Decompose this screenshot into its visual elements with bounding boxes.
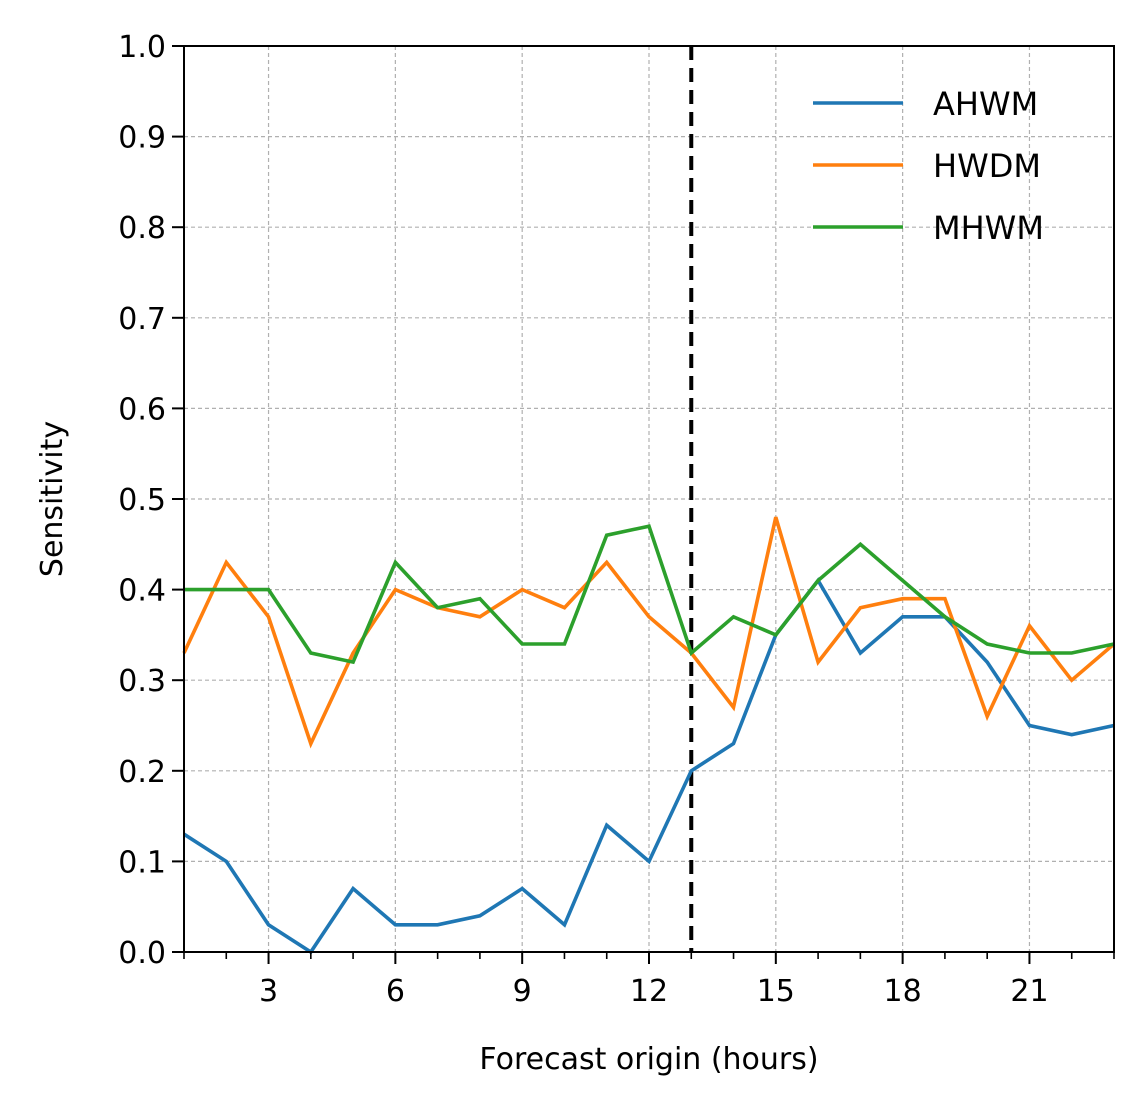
legend-label-ahwm: AHWM — [933, 85, 1038, 123]
x-tick-label: 21 — [1010, 974, 1048, 1009]
series-line-mhwm — [184, 524, 1115, 665]
series-layer — [182, 516, 1116, 955]
y-tick-label: 0.2 — [118, 755, 166, 790]
y-tick-label: 1.0 — [118, 30, 166, 65]
x-tick-label: 12 — [630, 974, 668, 1009]
series-line-ahwm — [183, 577, 1115, 955]
y-axis-label: Sensitivity — [35, 421, 70, 577]
x-axis-label: Forecast origin (hours) — [479, 1042, 818, 1077]
x-tick-label: 3 — [259, 974, 278, 1009]
axis-ticks: 3 6 9 12 15 18 21 0.0 0.1 0.2 0.3 0.4 0.5 0.6 0.7 0.8 0.… — [118, 30, 1115, 1009]
x-tick-label: 15 — [757, 974, 795, 1009]
legend: AHWM HWDM MHWM — [813, 85, 1044, 247]
y-tick-label: 0.8 — [118, 211, 166, 246]
x-tick-label: 9 — [513, 974, 532, 1009]
y-tick-label: 0.9 — [118, 121, 166, 156]
y-tick-label: 0.3 — [118, 664, 166, 699]
x-tick-label: 18 — [884, 974, 922, 1009]
y-tick-label: 0.7 — [118, 302, 166, 337]
series-line-hwdm — [182, 516, 1116, 749]
legend-label-mhwm: MHWM — [933, 209, 1044, 247]
y-tick-label: 0.5 — [118, 483, 166, 518]
x-tick-label: 6 — [386, 974, 405, 1009]
legend-label-hwdm: HWDM — [933, 147, 1041, 185]
y-tick-label: 0.6 — [118, 392, 166, 427]
y-tick-label: 0.4 — [118, 574, 166, 609]
y-tick-label: 0.0 — [118, 936, 166, 971]
y-tick-label: 0.1 — [118, 845, 166, 880]
